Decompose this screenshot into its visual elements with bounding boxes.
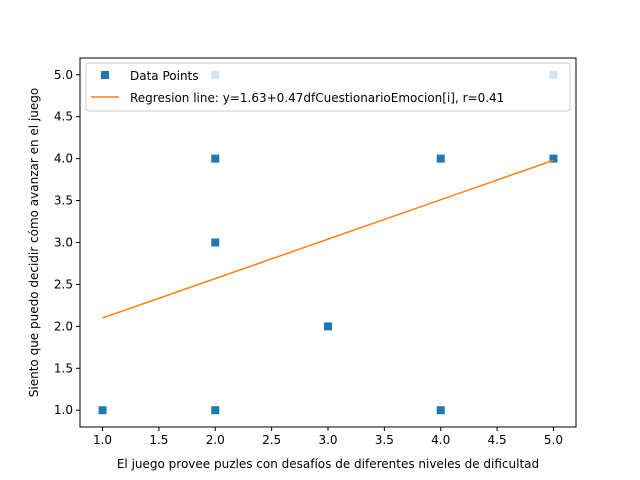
legend-box xyxy=(85,62,571,112)
legend: Data Points Regresion line: y=1.63+0.47d… xyxy=(85,62,571,112)
y-tick-label: 4.0 xyxy=(54,152,73,166)
y-axis-ticks: 1.0 1.5 2.0 2.5 3.0 3.5 4.0 4.5 5.0 xyxy=(54,68,80,417)
y-tick-label: 1.0 xyxy=(54,403,73,417)
data-point xyxy=(324,322,332,331)
x-axis-ticks: 1.0 1.5 2.0 2.5 3.0 3.5 4.0 4.5 5.0 xyxy=(93,427,563,447)
x-tick-label: 3.0 xyxy=(318,433,337,447)
regression-line xyxy=(102,159,554,319)
data-point xyxy=(211,154,220,163)
data-point xyxy=(549,154,558,163)
x-axis-label: El juego provee puzles con desafíos de d… xyxy=(117,457,539,471)
y-tick-label: 5.0 xyxy=(54,68,73,82)
legend-label-regression-line: Regresion line: y=1.63+0.47dfCuestionari… xyxy=(130,91,504,105)
data-point xyxy=(436,154,445,163)
data-point xyxy=(436,406,445,415)
data-point xyxy=(211,238,220,247)
axes-frame xyxy=(79,57,577,428)
x-tick-label: 4.5 xyxy=(488,433,507,447)
y-tick-label: 2.5 xyxy=(54,277,73,291)
y-tick-label: 1.5 xyxy=(54,361,73,375)
legend-marker-data-points xyxy=(101,71,109,79)
plot-area xyxy=(98,70,558,415)
y-tick-label: 3.0 xyxy=(54,236,73,250)
x-tick-label: 2.5 xyxy=(262,433,281,447)
x-tick-label: 3.5 xyxy=(375,433,394,447)
x-tick-label: 2.0 xyxy=(206,433,225,447)
legend-label-data-points: Data Points xyxy=(130,69,199,83)
x-tick-label: 1.0 xyxy=(93,433,112,447)
x-tick-label: 4.0 xyxy=(431,433,450,447)
data-point xyxy=(98,406,107,415)
y-tick-label: 4.5 xyxy=(54,110,73,124)
data-point xyxy=(211,406,220,415)
y-tick-label: 2.0 xyxy=(54,319,73,333)
y-tick-label: 3.5 xyxy=(54,194,73,208)
y-axis-label: Siento que puedo decidir cómo avanzar en… xyxy=(27,88,41,397)
x-tick-label: 5.0 xyxy=(544,433,563,447)
x-tick-label: 1.5 xyxy=(149,433,168,447)
